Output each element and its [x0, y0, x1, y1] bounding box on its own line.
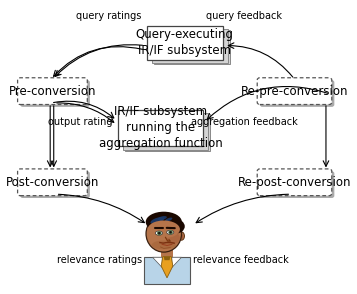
Ellipse shape — [150, 217, 164, 224]
Ellipse shape — [148, 220, 180, 238]
Ellipse shape — [146, 212, 182, 232]
FancyBboxPatch shape — [17, 78, 87, 105]
Polygon shape — [164, 257, 170, 260]
FancyBboxPatch shape — [257, 169, 332, 196]
Ellipse shape — [165, 219, 185, 234]
FancyBboxPatch shape — [260, 80, 335, 107]
FancyBboxPatch shape — [147, 26, 223, 60]
Polygon shape — [152, 257, 162, 268]
FancyBboxPatch shape — [20, 80, 90, 107]
Text: Query-executing
IR/IF subsystem: Query-executing IR/IF subsystem — [136, 28, 234, 57]
Circle shape — [169, 231, 172, 233]
Text: Pre-conversion: Pre-conversion — [9, 85, 96, 98]
FancyBboxPatch shape — [20, 171, 90, 198]
Text: query feedback: query feedback — [206, 11, 282, 21]
Ellipse shape — [152, 240, 176, 249]
Ellipse shape — [167, 232, 180, 244]
Circle shape — [157, 231, 161, 235]
Text: Post-conversion: Post-conversion — [6, 176, 99, 189]
FancyBboxPatch shape — [257, 78, 332, 105]
Polygon shape — [172, 257, 182, 268]
FancyBboxPatch shape — [123, 113, 208, 150]
Text: Re-pre-conversion: Re-pre-conversion — [241, 85, 348, 98]
Text: query ratings: query ratings — [76, 11, 142, 21]
Text: aggregation feedback: aggregation feedback — [191, 117, 298, 127]
FancyBboxPatch shape — [154, 30, 230, 64]
Text: output rating: output rating — [47, 117, 112, 127]
FancyBboxPatch shape — [17, 169, 87, 196]
FancyBboxPatch shape — [260, 171, 335, 198]
Text: IR/IF subsystem
running the
aggregation function: IR/IF subsystem running the aggregation … — [99, 105, 222, 151]
Ellipse shape — [146, 215, 182, 252]
Polygon shape — [161, 257, 173, 278]
Bar — [161, 245, 173, 257]
FancyBboxPatch shape — [145, 257, 190, 284]
Ellipse shape — [180, 234, 183, 239]
FancyBboxPatch shape — [152, 29, 227, 63]
Text: relevance ratings: relevance ratings — [57, 255, 142, 265]
Ellipse shape — [157, 216, 167, 220]
Ellipse shape — [165, 218, 172, 222]
Ellipse shape — [167, 230, 174, 234]
Circle shape — [158, 232, 161, 234]
Ellipse shape — [178, 232, 185, 240]
Ellipse shape — [155, 231, 162, 235]
Text: relevance feedback: relevance feedback — [193, 255, 289, 265]
FancyBboxPatch shape — [125, 114, 210, 151]
Circle shape — [168, 230, 173, 234]
Text: Re-post-conversion: Re-post-conversion — [238, 176, 351, 189]
FancyBboxPatch shape — [118, 110, 203, 146]
